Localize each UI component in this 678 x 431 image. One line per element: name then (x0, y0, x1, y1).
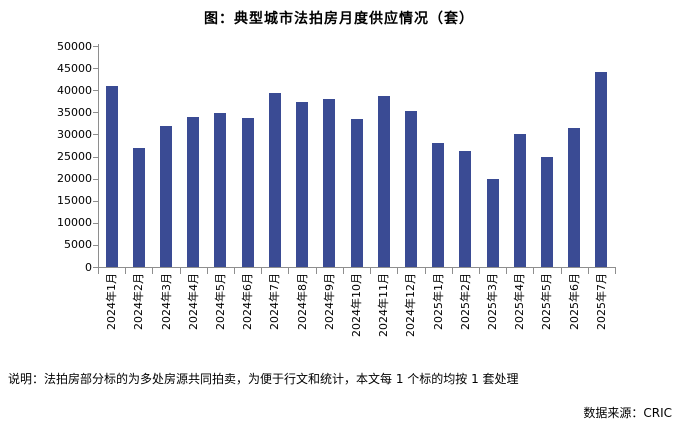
y-tick-label: 20000 (57, 172, 92, 186)
x-axis-tick (261, 268, 263, 274)
y-tick-label: 45000 (57, 61, 92, 75)
bar (187, 116, 200, 267)
y-axis-tick (93, 222, 98, 224)
x-axis-tick (234, 268, 236, 274)
y-axis-tick (93, 267, 98, 268)
bar (214, 112, 227, 267)
x-axis-tick (424, 268, 426, 274)
y-axis-tick (93, 200, 98, 202)
bar (513, 133, 526, 267)
chart-title: 图：典型城市法拍房月度供应情况（套） (204, 11, 474, 27)
y-axis (98, 44, 99, 273)
y-axis-tick (93, 156, 98, 158)
x-tick-label: 2025年7月 (594, 273, 608, 330)
bar (377, 95, 390, 267)
y-tick-label: 0 (85, 260, 92, 274)
x-axis-tick (206, 268, 208, 274)
x-tick-label: 2025年3月 (486, 273, 500, 330)
x-axis-tick (315, 268, 317, 274)
y-axis-tick (93, 90, 98, 92)
x-tick-label: 2025年5月 (540, 273, 554, 330)
y-tick-label: 50000 (57, 39, 92, 53)
bar (160, 126, 173, 267)
x-tick-label: 2024年12月 (404, 273, 418, 337)
data-source: 数据来源：CRIC (583, 406, 672, 420)
bar (296, 101, 309, 267)
x-axis-tick (533, 268, 535, 274)
bar (404, 110, 417, 267)
x-tick-label: 2024年7月 (268, 273, 282, 330)
y-tick-label: 40000 (57, 83, 92, 97)
y-tick-label: 15000 (57, 194, 92, 208)
x-axis-tick (397, 268, 399, 274)
x-tick-label: 2024年1月 (105, 273, 119, 330)
y-axis-tick (93, 68, 98, 70)
x-axis-tick (152, 268, 154, 274)
bar (595, 72, 608, 267)
bar (105, 85, 118, 267)
x-tick-label: 2024年2月 (132, 273, 146, 330)
x-axis-tick (560, 268, 562, 274)
y-axis-tick (93, 134, 98, 136)
x-axis-tick (615, 268, 616, 274)
bar (540, 157, 553, 267)
x-axis-tick (451, 268, 453, 274)
bar (350, 119, 363, 267)
x-axis-tick (478, 268, 480, 274)
x-tick-label: 2025年6月 (567, 273, 581, 330)
bar (486, 179, 499, 267)
bar (132, 148, 145, 267)
x-tick-label: 2024年9月 (322, 273, 336, 330)
x-axis-tick (179, 268, 181, 274)
y-tick-label: 35000 (57, 105, 92, 119)
x-tick-label: 2024年10月 (350, 273, 363, 337)
x-axis-tick (587, 268, 589, 274)
x-tick-label: 2025年1月 (431, 273, 445, 330)
x-tick-label: 2025年4月 (513, 273, 527, 330)
bar (432, 142, 445, 267)
y-axis-tick (93, 46, 98, 47)
bar (268, 92, 281, 267)
y-tick-label: 30000 (57, 127, 92, 141)
x-axis-tick (288, 268, 290, 274)
bar (323, 99, 336, 267)
x-tick-label: 2024年5月 (213, 273, 227, 330)
x-axis (98, 267, 616, 268)
x-axis-tick (370, 268, 372, 274)
y-tick-label: 25000 (57, 150, 92, 163)
y-axis-tick (93, 244, 98, 246)
footnote: 说明：法拍房部分标的为多处房源共同拍卖，为便于行文和统计，本文每 1 个标的均按… (8, 372, 519, 386)
x-tick-label: 2025年2月 (458, 273, 472, 330)
x-axis-tick (506, 268, 508, 274)
y-tick-label: 5000 (64, 238, 92, 252)
x-axis-tick (125, 268, 127, 274)
y-axis-tick (93, 112, 98, 114)
y-axis-tick (93, 178, 98, 180)
bar (241, 118, 254, 267)
x-axis-tick (98, 268, 99, 274)
x-axis-tick (342, 268, 344, 274)
x-tick-label: 2024年3月 (159, 273, 173, 330)
x-tick-label: 2024年4月 (186, 273, 200, 330)
x-tick-label: 2024年6月 (241, 273, 255, 330)
bar (459, 151, 472, 267)
bar (568, 127, 581, 267)
x-tick-label: 2024年11月 (377, 273, 391, 337)
y-tick-label: 10000 (57, 216, 92, 230)
x-tick-label: 2024年8月 (295, 273, 309, 330)
